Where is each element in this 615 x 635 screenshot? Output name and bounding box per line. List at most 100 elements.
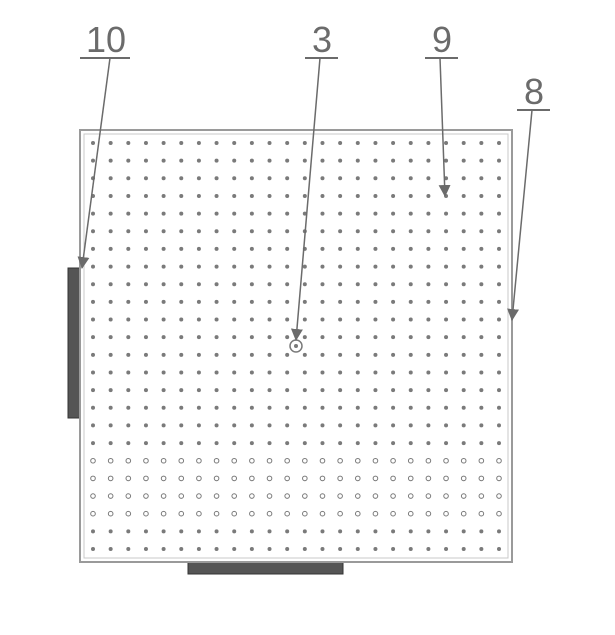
grid-dot [373,318,377,322]
grid-dot [197,388,201,392]
grid-dot [409,176,413,180]
grid-dot [109,318,113,322]
grid-dot [144,212,148,216]
grid-dot [268,300,272,304]
grid-dot [215,141,219,145]
grid-dot [126,406,130,410]
grid-dot [426,265,430,269]
grid-dot [356,423,360,427]
grid-dot [479,282,483,286]
grid-dot [338,335,342,339]
grid-dot [497,212,501,216]
grid-dot [426,176,430,180]
grid-dot [162,529,166,533]
grid-dot [497,370,501,374]
grid-dot [197,335,201,339]
grid-dot [356,194,360,198]
grid-dot [373,141,377,145]
grid-dot [409,300,413,304]
grid-dot [479,300,483,304]
diagram-canvas: 10398 [0,0,615,635]
grid-dot [462,265,466,269]
grid-dot [285,300,289,304]
grid-dot [444,300,448,304]
grid-dot [373,300,377,304]
grid-dot [215,300,219,304]
grid-dot [338,282,342,286]
grid-dot [126,282,130,286]
grid-dot [126,370,130,374]
grid-dot [303,353,307,357]
grid-dot [409,547,413,551]
grid-dot [197,406,201,410]
grid-dot [338,141,342,145]
grid-dot [144,318,148,322]
grid-dot [338,247,342,251]
grid-dot [391,423,395,427]
grid-dot [409,441,413,445]
grid-dot [109,335,113,339]
grid-dot [109,406,113,410]
grid-dot [250,547,254,551]
grid-dot [197,441,201,445]
grid-dot [479,194,483,198]
grid-dot [409,318,413,322]
grid-dot [462,547,466,551]
grid-dot [250,229,254,233]
grid-dot [320,282,324,286]
grid-dot [479,353,483,357]
grid-dot [285,176,289,180]
grid-dot [232,247,236,251]
grid-dot [162,406,166,410]
grid-dot [91,229,95,233]
grid-dot [391,406,395,410]
grid-dot [179,335,183,339]
grid-dot [232,388,236,392]
grid-dot [303,159,307,163]
grid-dot [426,229,430,233]
grid-dot [303,335,307,339]
grid-dot [426,335,430,339]
grid-dot [250,370,254,374]
grid-dot [179,141,183,145]
grid-dot [479,176,483,180]
grid-dot [356,318,360,322]
grid-dot [250,529,254,533]
grid-dot [444,353,448,357]
grid-dot [409,370,413,374]
grid-dot [426,318,430,322]
grid-dot [162,247,166,251]
grid-dot [391,212,395,216]
grid-dot [215,547,219,551]
grid-dot [338,318,342,322]
grid-dot [268,265,272,269]
grid-dot [215,176,219,180]
grid-dot [391,176,395,180]
grid-dot [497,159,501,163]
grid-dot [250,335,254,339]
grid-dot [250,353,254,357]
grid-dot [373,247,377,251]
grid-dot [215,318,219,322]
grid-dot [444,229,448,233]
grid-dot [179,441,183,445]
grid-dot [215,212,219,216]
grid-dot [215,406,219,410]
grid-dot [109,194,113,198]
grid-dot [109,247,113,251]
grid-dot [285,265,289,269]
grid-dot [356,441,360,445]
grid-dot [497,547,501,551]
grid-dot [497,318,501,322]
grid-dot [320,406,324,410]
grid-dot [356,406,360,410]
grid-dot [391,194,395,198]
grid-dot [232,282,236,286]
grid-dot [144,229,148,233]
grid-dot [303,318,307,322]
grid-dot [320,265,324,269]
grid-dot [144,159,148,163]
grid-dot [303,529,307,533]
grid-dot [144,370,148,374]
grid-dot [373,441,377,445]
